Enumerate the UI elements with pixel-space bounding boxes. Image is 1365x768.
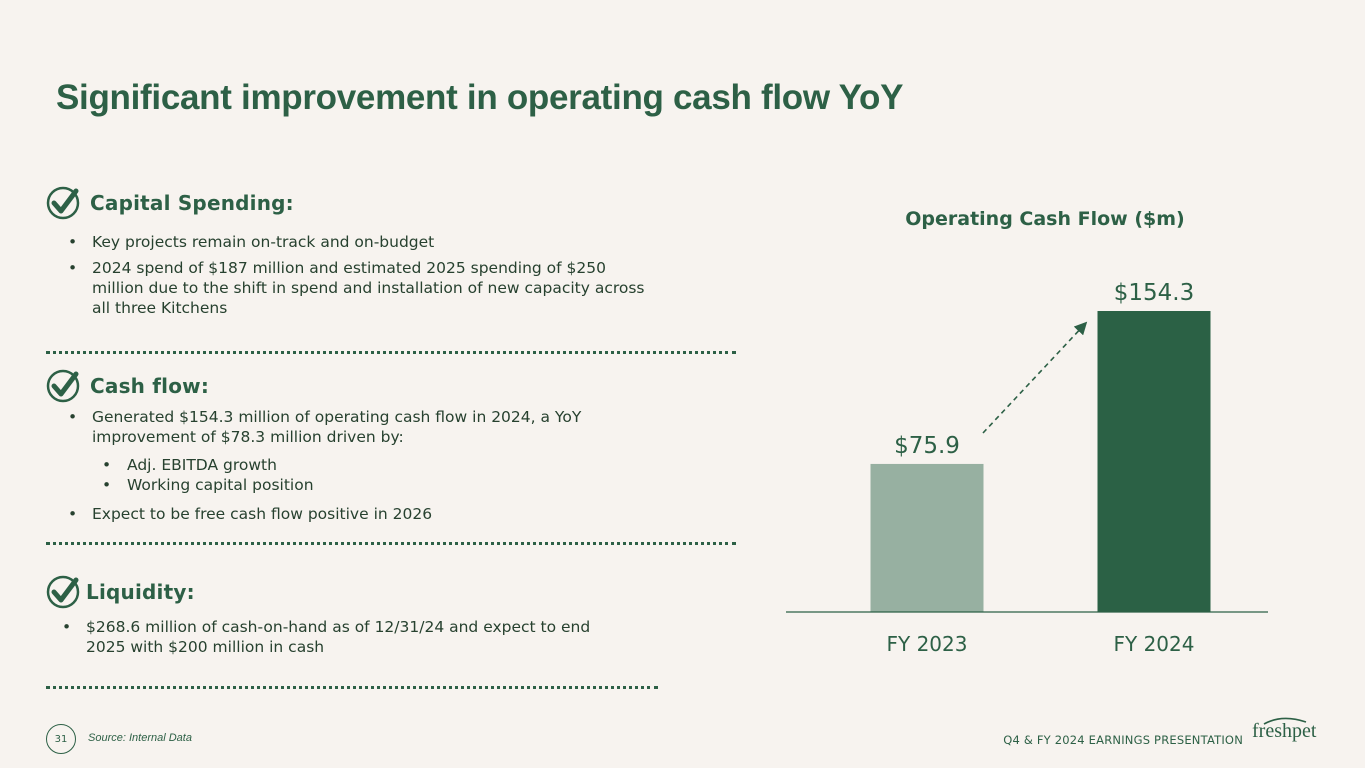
checkmark-icon [46,369,80,403]
sub-bullet-item: Adj. EBITDA growth [60,455,620,475]
page-title: Significant improvement in operating cas… [56,78,904,117]
logo-leaf-icon [1263,717,1307,725]
operating-cash-flow-chart: $75.9 FY 2023 $154.3 FY 2024 [786,280,1268,656]
freshpet-logo: freshpet [1252,720,1317,742]
bullet-item: Generated $154.3 million of operating ca… [60,407,620,447]
section-capital-spending: Capital Spending: Key projects remain on… [46,186,736,318]
category-tick-label: FY 2023 [887,632,968,656]
chart-title: Operating Cash Flow ($m) [905,208,1185,230]
section-title: Cash flow: [90,374,210,398]
bullet-item: Expect to be free cash flow positive in … [60,504,620,524]
checkmark-icon [46,186,80,220]
sub-bullet-item: Working capital position [60,475,620,495]
page-number: 31 [46,724,76,754]
bar-fy-2024 [1097,311,1211,612]
bar-fy-2023 [870,463,984,612]
section-liquidity: Liquidity: $268.6 million of cash-on-han… [46,575,736,657]
section-cash-flow: Cash flow: Generated $154.3 million of o… [46,369,736,524]
category-tick-label: FY 2024 [1114,632,1195,656]
section-divider [46,686,658,689]
checkmark-icon [46,575,80,609]
source-note: Source: Internal Data [88,732,192,744]
bullet-item: 2024 spend of $187 million and estimated… [60,258,660,318]
section-title: Liquidity: [86,580,195,604]
trend-arrow [982,321,1088,434]
section-divider [46,542,736,545]
section-divider [46,351,736,354]
section-title: Capital Spending: [90,191,294,215]
bullet-item: $268.6 million of cash-on-hand as of 12/… [54,617,614,657]
presentation-label: Q4 & FY 2024 EARNINGS PRESENTATION [1003,733,1243,747]
bullet-item: Key projects remain on-track and on-budg… [60,232,660,252]
bar-value-label: $75.9 [894,433,960,459]
bar-value-label: $154.3 [1114,280,1194,306]
